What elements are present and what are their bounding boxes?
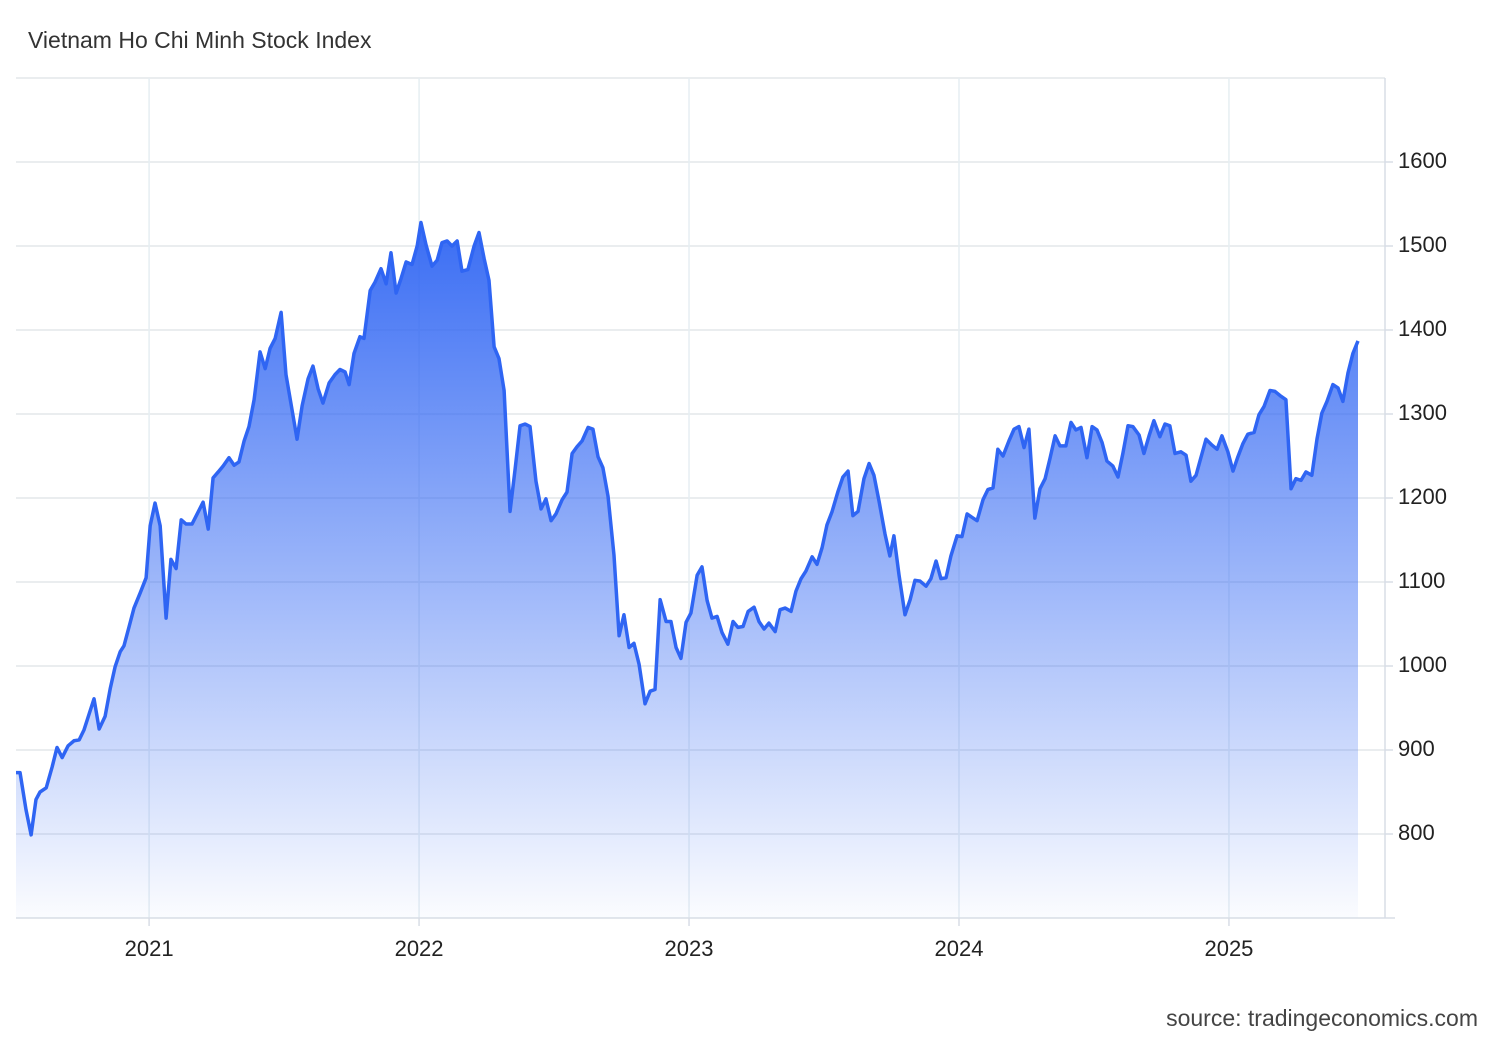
x-tick-label: 2025 (1204, 936, 1253, 961)
y-tick-label: 1400 (1398, 316, 1447, 341)
y-tick-label: 1600 (1398, 148, 1447, 173)
plot (16, 220, 1360, 919)
chart-title: Vietnam Ho Chi Minh Stock Index (28, 27, 372, 53)
y-tick-label: 1000 (1398, 652, 1447, 677)
x-tick-label: 2024 (935, 936, 984, 961)
line (16, 220, 1360, 837)
y-tick-label: 800 (1398, 820, 1435, 845)
y-tick-label: 900 (1398, 736, 1435, 761)
tick-labels: 800 900 1000 1100 1200 1300 1400 1500 1600 2021 20… (125, 148, 1447, 961)
x-tick-label: 2021 (125, 936, 174, 961)
x-tick-label: 2022 (395, 936, 444, 961)
source-note: source: tradingeconomics.com (1166, 1005, 1478, 1031)
y-tick-label: 1500 (1398, 232, 1447, 257)
y-tick-label: 1300 (1398, 400, 1447, 425)
x-tick-label: 2023 (665, 936, 714, 961)
y-tick-label: 1200 (1398, 484, 1447, 509)
y-tick-label: 1100 (1398, 568, 1445, 593)
area-fill (16, 222, 1358, 919)
